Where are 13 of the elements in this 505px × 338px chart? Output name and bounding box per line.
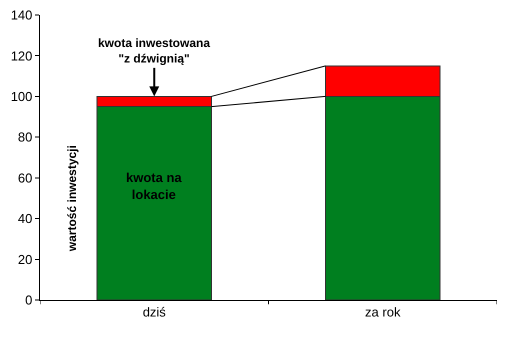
x-tick-label: dziś — [142, 304, 166, 320]
annotation: kwota inwestowana "z dźwignią" — [98, 36, 210, 66]
annotation: wartość inwestycji — [64, 145, 79, 252]
y-tick-label: 20 — [18, 252, 32, 267]
y-tick-label: 0 — [25, 292, 32, 308]
annotation: kwota na lokacie — [126, 170, 182, 202]
y-tick-label: 100 — [10, 88, 32, 104]
y-tick-label: 40 — [18, 211, 32, 226]
y-tick-label: 60 — [18, 170, 32, 186]
y-tick-label: 80 — [18, 130, 32, 145]
x-tick-label: za rok — [365, 304, 401, 320]
y-tick-label: 140 — [10, 8, 32, 23]
y-tick-label: 120 — [10, 48, 32, 64]
